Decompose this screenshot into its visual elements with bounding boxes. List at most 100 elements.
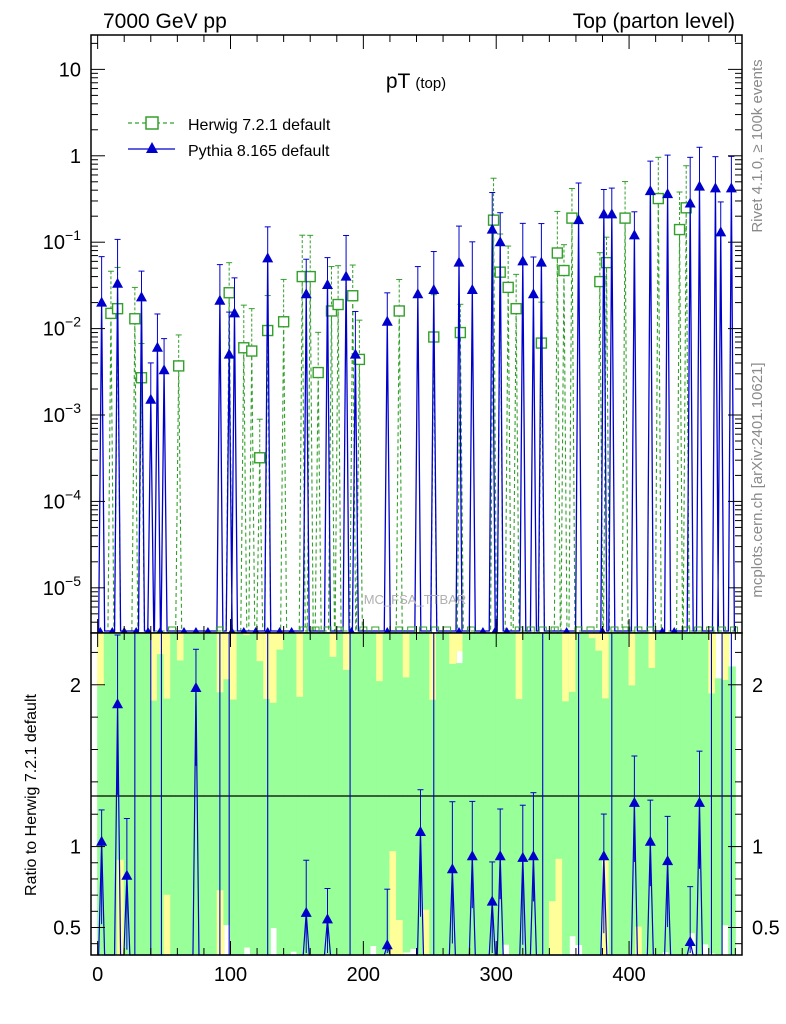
pythia-edge-marker (563, 627, 571, 633)
ratio-band-outer (256, 633, 265, 662)
pythia-point (517, 255, 529, 266)
ratio-band-bin (668, 633, 677, 955)
ratio-point (190, 682, 202, 693)
ratio-y-tick-label-right: 1 (752, 837, 763, 859)
pythia-point (486, 223, 498, 234)
ratio-y-axis: 0.5 0.5 1 1 2 2 (53, 651, 780, 945)
ratio-band-bin (130, 633, 138, 955)
ratio-band-bin (150, 633, 158, 955)
pythia-point (628, 229, 640, 240)
herwig-point (312, 366, 324, 379)
ratio-band-bin (309, 633, 318, 955)
ratio-band-outer (635, 926, 643, 955)
pythia-point (535, 256, 547, 267)
herwig-point (325, 305, 338, 317)
ratio-x-tick-label: 100 (214, 964, 247, 986)
herwig-point (510, 302, 522, 315)
ratio-band-outer (163, 633, 172, 699)
ratio-band-bin (296, 633, 305, 955)
ratio-band-outer (329, 633, 338, 657)
ratio-band-bin (103, 633, 112, 955)
main-y-axis: 10 1 10−1 10−2 10−3 10−4 10−5 (43, 42, 742, 634)
ratio-band-bin (137, 633, 145, 955)
herwig-point (246, 345, 258, 357)
plot-title-main: pT (386, 70, 411, 93)
pythia-edge-marker (204, 627, 212, 633)
ratio-band-bin (176, 633, 185, 955)
ratio-band-bin (196, 633, 205, 955)
ratio-band-outer (648, 633, 657, 668)
ratio-x-axis: 0 100 200 300 400 (92, 633, 736, 986)
ratio-band-bin (695, 633, 703, 955)
ratio-band-bin (210, 633, 218, 955)
ratio-point (598, 850, 610, 861)
main-y-tick-label: 10−3 (43, 400, 81, 427)
ratio-point (96, 835, 108, 846)
pythia-point (494, 236, 506, 247)
ratio-point (112, 698, 124, 709)
ratio-band-outer (276, 633, 285, 650)
ratio-y-tick-label: 2 (70, 675, 81, 697)
ratio-band-bin (528, 633, 537, 955)
ratio-band-outer (588, 633, 597, 639)
pythia-edge-marker (276, 627, 284, 633)
pythia-point (158, 364, 170, 375)
ratio-band-bin (522, 633, 530, 955)
pythia-edge-marker (180, 627, 188, 633)
ratio-band-outer (176, 633, 185, 661)
ratio-band-bin (635, 633, 643, 955)
pythia-point (112, 277, 124, 288)
ratio-point (486, 895, 498, 906)
ratio-band-bin (143, 633, 152, 955)
ratio-band-bin (163, 633, 172, 955)
pythia-point (135, 291, 147, 302)
pythia-point (321, 278, 333, 289)
ratio-band-bin (203, 633, 212, 955)
herwig-point (454, 326, 467, 339)
herwig-point (558, 264, 570, 277)
herwig-point (502, 281, 514, 294)
pythia-edge-marker (144, 627, 152, 633)
ratio-band-bin (249, 633, 258, 955)
ratio-band-outer (555, 858, 564, 955)
pythia-point (709, 182, 721, 193)
ratio-band-outer (562, 633, 570, 702)
pythia-point (606, 208, 618, 219)
ratio-band-bin (283, 633, 291, 955)
pythia-point (453, 256, 465, 267)
main-y-tick-label: 10 (59, 59, 81, 81)
ratio-band-bin (515, 633, 524, 955)
ratio-x-tick-label: 200 (347, 964, 380, 986)
ratio-frame (90, 632, 743, 956)
ratio-band-bin (303, 633, 311, 955)
ratio-band-bin (289, 633, 298, 952)
herwig-point (129, 313, 141, 325)
ratio-band-outer (548, 901, 557, 955)
ratio-band-bin (97, 681, 105, 955)
herwig-point (223, 287, 235, 299)
ratio-band-outer (263, 633, 271, 699)
herwig-point (680, 202, 692, 214)
ratio-ylabel: Ratio to Herwig 7.2.1 default (23, 694, 40, 896)
ratio-band-bin (336, 633, 344, 955)
herwig-point (172, 360, 185, 372)
pythia-point (715, 226, 727, 237)
ratio-band-bin (641, 633, 650, 955)
ratio-y-tick-label: 0.5 (53, 917, 81, 939)
ratio-band-bin (602, 633, 610, 955)
ratio-band-bin (489, 633, 497, 955)
ratio-point (644, 835, 656, 846)
main-y-tick-label: 10−5 (43, 573, 81, 600)
ratio-band-bin (648, 633, 657, 955)
pythia-point (151, 341, 163, 352)
pythia-edge-marker (670, 627, 678, 633)
pythia-edge-marker (503, 627, 511, 633)
ratio-band-bin (701, 633, 710, 945)
legend-pythia-symbol (128, 142, 175, 153)
ratio-band-outer (455, 633, 464, 652)
pythia-point (644, 185, 656, 196)
pythia-edge-marker (132, 627, 140, 633)
pythia-point (214, 294, 226, 305)
pythia-edge-marker (383, 627, 391, 633)
